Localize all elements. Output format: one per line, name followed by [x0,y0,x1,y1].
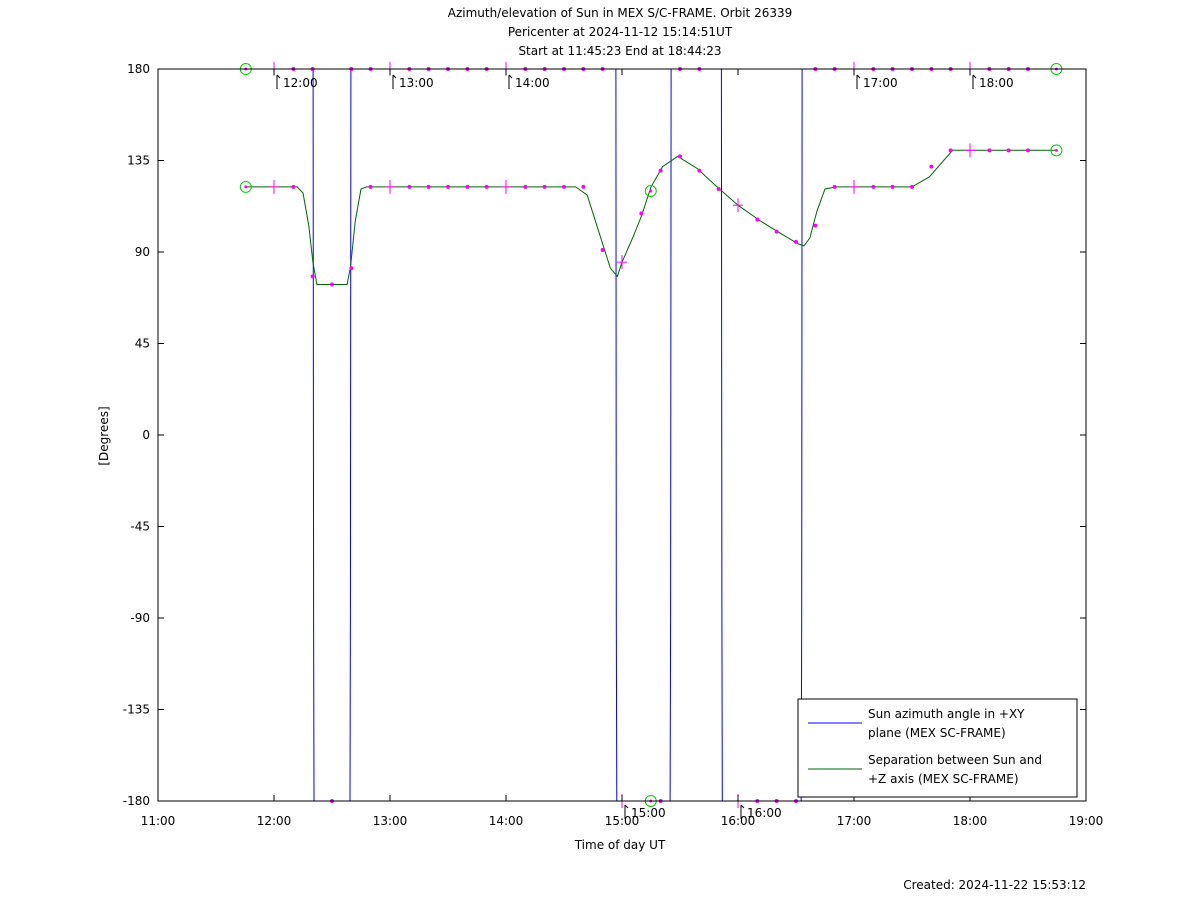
data-dot [639,211,644,216]
x-axis-label: Time of day UT [574,838,666,852]
x-tick-label: 11:00 [141,814,176,828]
time-annotation: 17:00 [856,74,898,90]
data-dot [929,164,934,169]
x-tick-label: 16:00 [721,814,756,828]
y-tick-label: -135 [123,703,150,717]
x-tick-label: 15:00 [605,814,640,828]
y-tick-label: -45 [130,520,150,534]
chart-titles: Azimuth/elevation of Sun in MEX S/C-FRAM… [448,6,793,58]
data-dot [697,168,702,173]
hour-marker [733,198,743,213]
data-dot [484,184,489,189]
y-axis-label: [Degrees] [97,406,111,465]
data-dot [910,184,914,189]
data-dot [581,184,586,189]
hour-marker [269,179,279,194]
data-dot [368,184,373,189]
data-dot [794,239,798,244]
data-dot [1006,148,1011,153]
y-tick-label: 90 [135,245,150,259]
data-dot [948,148,953,153]
time-annotation: 12:00 [276,74,318,90]
data-dot [658,168,663,173]
hour-marker [385,179,395,194]
data-dot [813,223,818,228]
time-annotation-label: 14:00 [515,76,550,90]
title-line-2: Pericenter at 2024-11-12 15:14:51UT [508,25,733,39]
legend-entry-azimuth: Sun azimuth angle in +XY plane (MEX SC-FR… [808,707,1025,740]
endpoint-circle-marker [239,180,252,193]
data-dot [291,184,296,189]
legend-entry-separation: Separation between Sun and +Z axis (MEX S… [808,753,1042,786]
data-dot [446,184,450,189]
title-line-1: Azimuth/elevation of Sun in MEX S/C-FRAM… [448,6,793,20]
y-tick-label: -90 [130,611,150,625]
data-dot [1026,148,1030,153]
data-dot [310,274,315,279]
x-tick-label: 17:00 [837,814,872,828]
legend-label: plane (MEX SC-FRAME) [868,726,1006,740]
time-annotation: 18:00 [972,74,1014,90]
hour-marker [501,179,511,194]
time-annotation: 15:00 [624,804,666,820]
endpoint-circle-marker [644,185,657,197]
data-dot [774,229,779,234]
data-dot [755,217,760,222]
time-annotation-label: 17:00 [863,76,898,90]
hour-marker [849,179,859,194]
legend-label: Separation between Sun and [868,753,1042,767]
x-tick-label: 13:00 [373,814,408,828]
y-tick-label: 45 [135,337,150,351]
legend-label: Sun azimuth angle in +XY [868,707,1025,721]
hour-marker [617,255,627,270]
legend-label: +Z axis (MEX SC-FRAME) [868,772,1019,786]
data-dot [349,266,354,271]
x-tick-label: 19:00 [1069,814,1104,828]
y-tick-label: 0 [142,428,150,442]
time-annotation-label: 15:00 [631,806,666,820]
data-dot [678,154,682,159]
data-dot [330,282,334,287]
created-footer: Created: 2024-11-22 15:53:12 [903,878,1086,892]
y-tick-label: -180 [123,794,150,808]
hour-marker [965,143,975,158]
data-dot [716,186,721,191]
y-tick-label: 180 [127,62,150,76]
data-dot [465,184,470,189]
time-annotation-label: 16:00 [747,806,782,820]
x-tick-label: 18:00 [953,814,988,828]
data-dot [407,184,412,189]
data-dot [987,148,992,153]
plot-frame [157,68,1087,802]
time-annotation-label: 18:00 [979,76,1014,90]
data-dot [890,184,895,189]
data-dot [871,184,876,189]
x-tick-label: 12:00 [257,814,292,828]
time-annotation-label: 13:00 [399,76,434,90]
data-dot [832,184,837,189]
data-dot [562,184,566,189]
title-line-3: Start at 11:45:23 End at 18:44:23 [518,44,721,58]
legend-box [797,698,1078,798]
series-line-azimuth [245,68,1057,802]
endpoint-circle-marker [1050,144,1063,157]
time-annotation: 14:00 [508,74,550,90]
data-dot [523,184,528,189]
series-line-separation [245,149,1057,285]
data-dot [542,184,547,189]
time-annotation: 13:00 [392,74,434,90]
y-tick-label: 135 [127,154,150,168]
data-dot [426,184,431,189]
time-annotation-label: 12:00 [283,76,318,90]
x-tick-label: 14:00 [489,814,524,828]
data-dot [600,247,605,252]
time-annotation: 16:00 [740,804,782,820]
